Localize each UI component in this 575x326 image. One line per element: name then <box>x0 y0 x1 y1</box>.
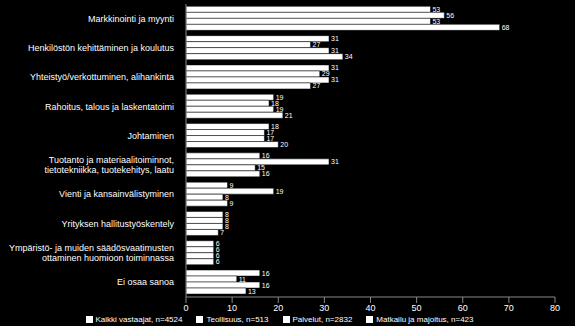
html-text:Kaikki vastaajat, n=4524: Kaikki vastaajat, n=4524 <box>95 315 183 324</box>
svg-text:27: 27 <box>313 41 321 48</box>
svg-text:8: 8 <box>224 216 229 224</box>
svg-text:6: 6 <box>216 258 220 265</box>
svg-text:34: 34 <box>345 53 353 60</box>
svg-text:68: 68 <box>502 24 510 31</box>
svg-text:40: 40 <box>365 303 375 313</box>
svg-text:11: 11 <box>239 276 246 283</box>
svg-text:Yhteistyö/verkottuminen, aliha: Yhteistyö/verkottuminen, alihankinta <box>30 72 174 82</box>
svg-text:19: 19 <box>275 93 284 101</box>
svg-text:31: 31 <box>331 47 339 54</box>
svg-text:18: 18 <box>271 99 279 107</box>
svg-text:70: 70 <box>504 303 514 313</box>
svg-text:Ympäristö- ja muiden säädösvaa: Ympäristö- ja muiden säädösvaatimustenot… <box>9 243 174 263</box>
svg-text:9: 9 <box>230 200 234 207</box>
svg-text:53: 53 <box>432 18 440 25</box>
svg-text:Johtaminen: Johtaminen <box>127 131 174 141</box>
svg-text:10: 10 <box>227 303 237 313</box>
svg-text:16: 16 <box>262 152 270 159</box>
svg-text:19: 19 <box>276 106 284 113</box>
svg-text:Vienti ja kansainvälistyminen: Vienti ja kansainvälistyminen <box>59 189 174 199</box>
svg-text:18: 18 <box>271 123 279 130</box>
svg-text:Rahoitus, talous ja laskentato: Rahoitus, talous ja laskentatoimi <box>45 102 174 112</box>
svg-text:9: 9 <box>230 182 234 189</box>
svg-text:17: 17 <box>266 129 275 136</box>
svg-text:6: 6 <box>215 252 220 260</box>
svg-text:16: 16 <box>262 270 270 277</box>
svg-text:31: 31 <box>331 64 339 71</box>
html-text:Palvelut, n=2832: Palvelut, n=2832 <box>292 315 353 324</box>
svg-text:56: 56 <box>446 12 454 19</box>
svg-text:20: 20 <box>273 303 283 313</box>
svg-text:27: 27 <box>313 82 321 89</box>
svg-text:8: 8 <box>225 223 229 230</box>
svg-text:Henkilöstön kehittäminen ja ko: Henkilöstön kehittäminen ja koulutus <box>28 43 175 53</box>
svg-text:8: 8 <box>225 194 229 201</box>
svg-text:Tuotanto ja materiaalitoiminno: Tuotanto ja materiaalitoiminnot,tietotek… <box>44 155 174 175</box>
svg-text:50: 50 <box>412 303 422 313</box>
svg-text:31: 31 <box>331 158 339 165</box>
svg-text:16: 16 <box>262 170 270 177</box>
svg-text:31: 31 <box>331 35 339 42</box>
svg-text:53: 53 <box>432 6 440 13</box>
svg-text:8: 8 <box>224 210 229 218</box>
svg-text:6: 6 <box>215 240 220 248</box>
svg-text:80: 80 <box>550 303 560 313</box>
html-text:Teollisuus, n=513: Teollisuus, n=513 <box>206 315 269 324</box>
svg-text:0: 0 <box>183 303 188 313</box>
svg-text:29: 29 <box>322 70 330 77</box>
svg-text:21: 21 <box>285 112 293 119</box>
html-text:Matkailu ja majoitus, n=423: Matkailu ja majoitus, n=423 <box>376 315 474 324</box>
svg-text:6: 6 <box>215 246 220 254</box>
svg-text:Yrityksen hallitustyöskentely: Yrityksen hallitustyöskentely <box>61 219 174 229</box>
svg-text:19: 19 <box>276 188 284 195</box>
svg-text:31: 31 <box>331 76 339 83</box>
svg-text:20: 20 <box>280 141 288 148</box>
svg-text:17: 17 <box>266 135 274 142</box>
svg-text:60: 60 <box>458 303 468 313</box>
svg-text:Ei osaa sanoa: Ei osaa sanoa <box>117 277 174 287</box>
svg-text:Markkinointi ja myynti: Markkinointi ja myynti <box>88 14 174 24</box>
svg-text:15: 15 <box>257 164 265 172</box>
svg-text:13: 13 <box>248 288 256 295</box>
svg-text:7: 7 <box>220 229 224 236</box>
svg-text:30: 30 <box>319 303 329 313</box>
svg-text:16: 16 <box>262 282 270 289</box>
